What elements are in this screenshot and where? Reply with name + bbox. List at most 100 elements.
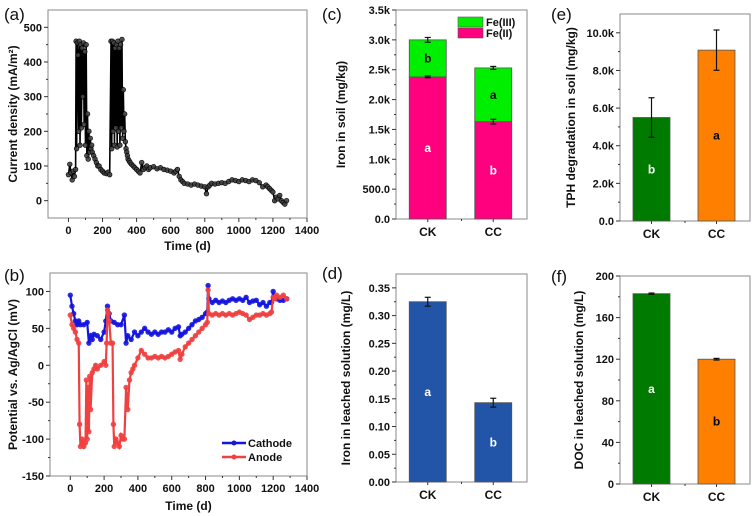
data-point [83,41,89,48]
x-tick-label: CK [419,488,437,502]
data-point [174,166,181,173]
data-point [121,312,128,318]
y-tick-label: -100 [22,434,44,446]
x-tick-label: 800 [196,225,214,237]
x-tick-label: CK [643,227,661,241]
data-point [135,333,141,339]
data-point [118,321,124,328]
x-tick-label: 1400 [295,225,319,237]
significance-letter: a [424,141,431,155]
y-tick-label: 0 [608,479,614,491]
legend-label: Cathode [248,438,292,450]
y-tick-label: 3.5k [369,5,391,17]
y-tick-label: 500 [24,22,42,34]
data-point [131,362,138,368]
y-tick-label: 0 [36,196,42,208]
data-point [243,312,249,318]
y-tick-label: 50 [32,323,44,335]
data-point [137,170,143,176]
data-point [125,333,131,339]
data-point [98,336,104,343]
legend-marker [231,440,237,446]
x-tick-label: 1400 [295,483,319,495]
data-point [117,41,124,48]
plot-frame [49,272,308,477]
data-point [106,318,112,324]
data-point [283,197,290,204]
y-axis-title: TPH degradation in soil (mg/kg) [564,27,578,208]
panel-f: (f) 0 40 80 120 160 200 DOC in leached solution… [551,267,751,504]
x-tick-label: 200 [93,225,111,237]
data-point [69,303,75,309]
data-point [169,329,175,335]
series-cathode [67,282,290,346]
x-tick-label: 600 [162,225,180,237]
panel-a: (a) 0 100 200 300 400 500 Current density (mA/m… [4,5,319,253]
legend-label: Fe(II) [486,28,513,40]
y-tick-label: -150 [22,471,44,483]
data-point [240,297,246,304]
significance-letter: b [713,415,720,429]
y-tick-label: 2.0k [369,95,391,107]
panel-label: (c) [322,5,342,24]
data-point [253,297,259,304]
data-point [182,344,188,350]
y-tick-label: 400 [24,57,42,69]
data-point [110,128,116,135]
data-point [76,340,82,346]
data-point [105,310,112,317]
data-point [101,329,107,335]
panel-d: (d) 0.00 0.05 0.10 0.15 0.20 0.25 0.30 0.35 Iron … [322,264,528,502]
legend-marker [231,454,237,460]
data-point [256,179,262,186]
panel-label: (f) [551,267,567,286]
data-point [126,377,133,383]
x-tick-label: CC [708,227,726,241]
data-point [139,159,145,166]
x-tick-label: 1200 [261,225,285,237]
data-point [67,161,73,167]
data-point [75,128,82,135]
data-point [116,443,123,450]
data-point [185,325,192,332]
data-point [121,436,128,442]
data-point [138,347,145,354]
y-axis-title: Current density (mA/m²) [6,45,20,182]
data-point [80,93,86,100]
legend-item-anode: Anode [222,452,282,464]
data-point [123,384,129,391]
legend-item: Fe(III) [457,16,516,29]
data-point [81,121,87,128]
y-tick-label: 2.5k [369,65,391,77]
data-point [82,142,89,148]
panel-label: (d) [322,264,343,283]
data-point [109,145,115,152]
data-point [113,125,119,131]
data-point [277,192,283,199]
y-tick-label: 0 [38,360,44,372]
y-axis-title: Iron in soil (mg/kg) [334,61,348,168]
data-point [79,436,85,442]
data-point [131,329,138,335]
bar-ck [408,301,447,483]
data-point [280,292,287,298]
data-point [84,319,90,326]
x-tick-label: 400 [127,225,145,237]
data-point [121,111,128,117]
legend-item-cathode: Cathode [222,438,292,450]
data-point [199,325,205,332]
y-tick-label: 100 [26,286,44,298]
y-tick-label: 3.0k [369,35,391,47]
data-point [84,436,90,442]
bar-cc [697,49,736,222]
data-point [67,312,73,318]
y-tick-label: 300 [24,92,42,104]
significance-letter: a [424,385,431,399]
data-point [263,303,270,309]
data-point [196,329,202,335]
significance-letter: b [648,162,655,176]
x-axis-title: Time (d) [164,239,210,253]
data-point [72,166,79,173]
data-point [115,128,122,135]
y-tick-label: 40 [602,437,614,449]
